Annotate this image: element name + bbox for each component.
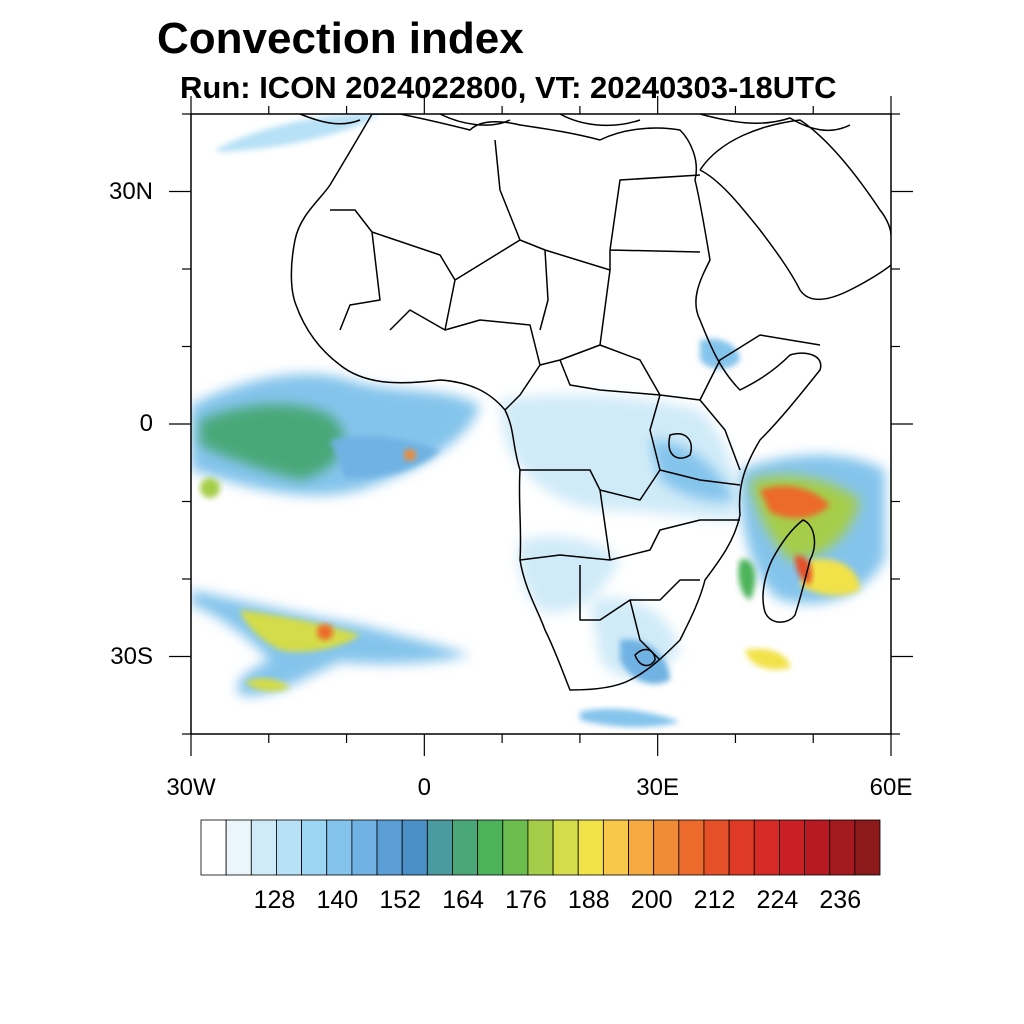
colorbar-box bbox=[250, 819, 277, 876]
colorbar-box bbox=[376, 819, 403, 876]
colorbar-box bbox=[351, 819, 378, 876]
colorbar-box bbox=[653, 819, 680, 876]
colorbar-box bbox=[426, 819, 453, 876]
lon-tick-label: 60E bbox=[869, 774, 913, 801]
colorbar-box bbox=[527, 819, 554, 876]
coastlines-and-borders bbox=[290, 114, 891, 691]
colorbar-box bbox=[326, 819, 353, 876]
colorbar-box bbox=[854, 819, 881, 876]
colorbar-box bbox=[602, 819, 629, 876]
lesotho-border bbox=[634, 648, 656, 667]
colorbar-box bbox=[804, 819, 831, 876]
europe-coastline bbox=[299, 114, 851, 132]
axis-ticks bbox=[169, 96, 913, 756]
convection-band-north bbox=[215, 114, 380, 152]
arabia-coastline bbox=[699, 119, 891, 301]
colorbar-box bbox=[200, 819, 227, 876]
colorbar bbox=[200, 819, 881, 876]
lon-tick-label: 30E bbox=[636, 774, 680, 801]
africa-coastline bbox=[290, 114, 822, 691]
colorbar-box bbox=[477, 819, 504, 876]
colorbar-label: 152 bbox=[379, 886, 422, 914]
colorbar-label: 188 bbox=[567, 886, 610, 914]
madagascar-coastline bbox=[762, 519, 816, 623]
lat-tick-label: 30N bbox=[108, 177, 153, 205]
colorbar-box bbox=[452, 819, 479, 876]
map-subtitle: Run: ICON 2024022800, VT: 20240303-18UTC bbox=[180, 70, 837, 105]
colorbar-label: 224 bbox=[756, 886, 799, 914]
lon-tick-label: 30W bbox=[166, 774, 216, 801]
colorbar-box bbox=[779, 819, 805, 876]
colorbar-label: 140 bbox=[316, 886, 359, 914]
colorbar-label: 200 bbox=[630, 886, 673, 914]
lon-tick-label: 0 bbox=[417, 774, 432, 801]
colorbar-box bbox=[753, 819, 780, 876]
lake-victoria bbox=[668, 433, 692, 459]
colorbar-label: 176 bbox=[505, 886, 547, 914]
colorbar-label: 164 bbox=[442, 886, 484, 914]
colorbar-label: 212 bbox=[693, 886, 736, 914]
colorbar-box bbox=[552, 819, 579, 876]
map-title: Convection index bbox=[157, 14, 524, 63]
lat-tick-label: 30S bbox=[110, 642, 153, 670]
colorbar-label: 236 bbox=[819, 886, 862, 914]
colorbar-box bbox=[401, 819, 428, 876]
colorbar-box bbox=[276, 819, 302, 876]
colorbar-box bbox=[703, 819, 730, 876]
convection-field bbox=[191, 114, 885, 728]
colorbar-box bbox=[728, 819, 755, 876]
colorbar-box bbox=[678, 819, 705, 876]
country-borders bbox=[330, 139, 821, 661]
colorbar-box bbox=[225, 819, 252, 876]
colorbar-label: 128 bbox=[253, 886, 296, 914]
colorbar-box bbox=[301, 819, 328, 876]
colorbar-box bbox=[502, 819, 529, 876]
convection-central-africa bbox=[500, 394, 737, 520]
colorbar-box bbox=[628, 819, 655, 876]
colorbar-box bbox=[829, 819, 856, 876]
lat-tick-label: 0 bbox=[139, 410, 153, 437]
colorbar-box bbox=[577, 819, 604, 876]
